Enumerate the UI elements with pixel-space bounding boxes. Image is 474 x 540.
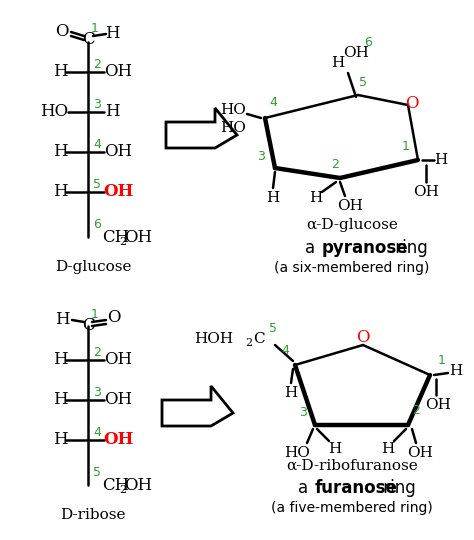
Text: CH: CH [102,230,129,246]
Text: H: H [266,191,280,205]
Text: H: H [328,442,342,456]
Text: H: H [284,386,298,400]
Text: H: H [382,442,395,456]
Text: 6: 6 [364,37,372,50]
Text: H: H [53,431,67,449]
Polygon shape [166,108,237,148]
Text: OH: OH [343,46,369,60]
Text: OH: OH [337,199,363,213]
Text: α-D-glucose: α-D-glucose [306,218,398,232]
Text: (a five-membered ring): (a five-membered ring) [271,501,433,515]
Text: 4: 4 [269,96,277,109]
Text: 2: 2 [119,485,126,495]
Text: 2: 2 [93,346,101,359]
Text: 2: 2 [331,158,339,171]
Text: 2: 2 [119,237,126,247]
Text: 3: 3 [257,150,265,163]
Text: H: H [331,56,345,70]
Text: OH: OH [425,398,451,412]
Text: 3: 3 [299,407,307,420]
Text: H: H [53,64,67,80]
Text: C: C [253,332,265,346]
Text: H: H [55,312,69,328]
Text: H: H [53,184,67,200]
Text: 3: 3 [93,386,101,399]
Text: OH: OH [104,392,132,408]
Text: D-glucose: D-glucose [55,260,131,274]
Text: CH: CH [102,477,129,495]
Text: 1: 1 [438,354,446,368]
Text: a: a [298,479,313,497]
Text: H: H [105,104,119,120]
Text: OH: OH [124,230,152,246]
Text: OH: OH [104,144,132,160]
Text: 4: 4 [93,426,101,438]
Text: HO: HO [220,103,246,117]
Text: C: C [82,318,94,334]
Text: O: O [55,24,69,40]
Text: H: H [105,25,119,43]
Text: OH: OH [413,185,439,199]
Text: a: a [305,239,320,257]
Text: H: H [53,392,67,408]
Text: H: H [434,153,447,167]
Text: 5: 5 [359,77,367,90]
Text: H: H [53,352,67,368]
Text: α-D-ribofuranose: α-D-ribofuranose [286,459,418,473]
Text: HO: HO [40,104,68,120]
Text: pyranose: pyranose [322,239,409,257]
Text: OH: OH [103,184,133,200]
Text: H: H [310,191,323,205]
Text: 5: 5 [269,322,277,335]
Text: H: H [53,144,67,160]
Polygon shape [162,386,233,426]
Text: 6: 6 [93,219,101,232]
Text: OH: OH [407,446,433,460]
Text: O: O [356,328,370,346]
Text: 2: 2 [93,57,101,71]
Text: ring: ring [390,239,428,257]
Text: furanose: furanose [315,479,398,497]
Text: HOH: HOH [194,332,233,346]
Text: D-ribose: D-ribose [60,508,126,522]
Text: OH: OH [124,477,152,495]
Text: OH: OH [104,64,132,80]
Text: 5: 5 [93,178,101,191]
Text: 1: 1 [402,139,410,152]
Text: H: H [449,364,463,378]
Text: OH: OH [103,431,133,449]
Text: 3: 3 [93,98,101,111]
Text: ring: ring [378,479,416,497]
Text: HO: HO [220,121,246,135]
Text: C: C [82,31,94,49]
Text: (a six-membered ring): (a six-membered ring) [274,261,430,275]
Text: OH: OH [104,352,132,368]
Text: O: O [107,309,121,327]
Text: 4: 4 [93,138,101,151]
Text: 1: 1 [91,308,99,321]
Text: 2: 2 [246,338,253,348]
Text: HO: HO [284,446,310,460]
Text: 4: 4 [281,345,289,357]
Text: 2: 2 [412,404,420,417]
Text: 1: 1 [91,22,99,35]
Text: 5: 5 [93,467,101,480]
Text: O: O [405,94,419,111]
